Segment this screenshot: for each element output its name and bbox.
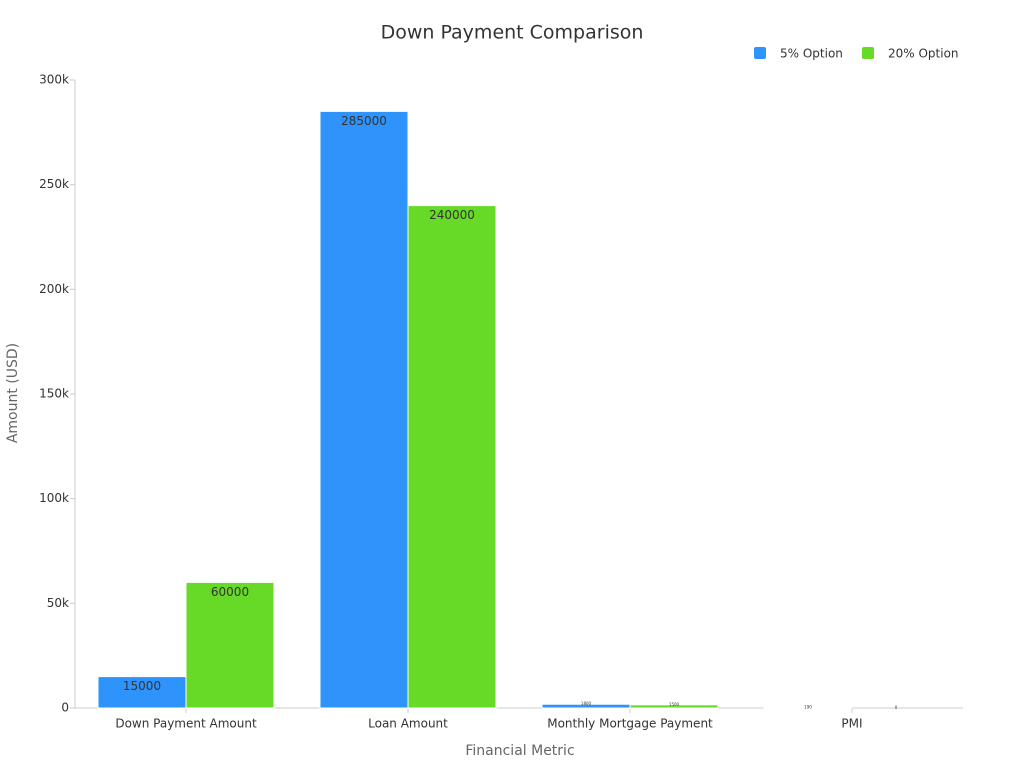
legend-label: 5% Option — [780, 47, 843, 61]
legend-swatch — [754, 47, 766, 59]
y-tick-label: 250k — [39, 177, 69, 191]
legend-label: 20% Option — [888, 47, 959, 61]
data-label: 285000 — [341, 114, 387, 128]
y-tick-label: 50k — [47, 596, 69, 610]
bar — [185, 581, 275, 709]
y-tick-label: 0 — [61, 701, 69, 715]
data-label: 240000 — [429, 208, 475, 222]
data-label: 190 — [804, 705, 812, 710]
legend-swatch — [862, 47, 874, 59]
data-label: 15000 — [123, 679, 161, 693]
data-label: 60000 — [211, 585, 249, 599]
bar — [629, 704, 719, 709]
y-tick-label: 100k — [39, 491, 69, 505]
y-tick-label: 200k — [39, 282, 69, 296]
bar — [319, 110, 409, 709]
data-label: 1500 — [669, 702, 680, 707]
x-tick-label: Monthly Mortgage Payment — [547, 717, 713, 731]
data-label: 1800 — [581, 701, 592, 706]
x-tick-label: Loan Amount — [368, 717, 448, 731]
chart-title: Down Payment Comparison — [381, 22, 644, 44]
y-tick-label: 150k — [39, 387, 69, 401]
x-axis-title: Financial Metric — [465, 743, 574, 759]
data-label: 0 — [895, 705, 898, 710]
x-tick-label: Down Payment Amount — [115, 717, 257, 731]
x-tick-label: PMI — [841, 717, 862, 731]
bar — [407, 205, 497, 709]
y-tick-label: 300k — [39, 73, 69, 87]
y-axis-title: Amount (USD) — [5, 343, 21, 443]
